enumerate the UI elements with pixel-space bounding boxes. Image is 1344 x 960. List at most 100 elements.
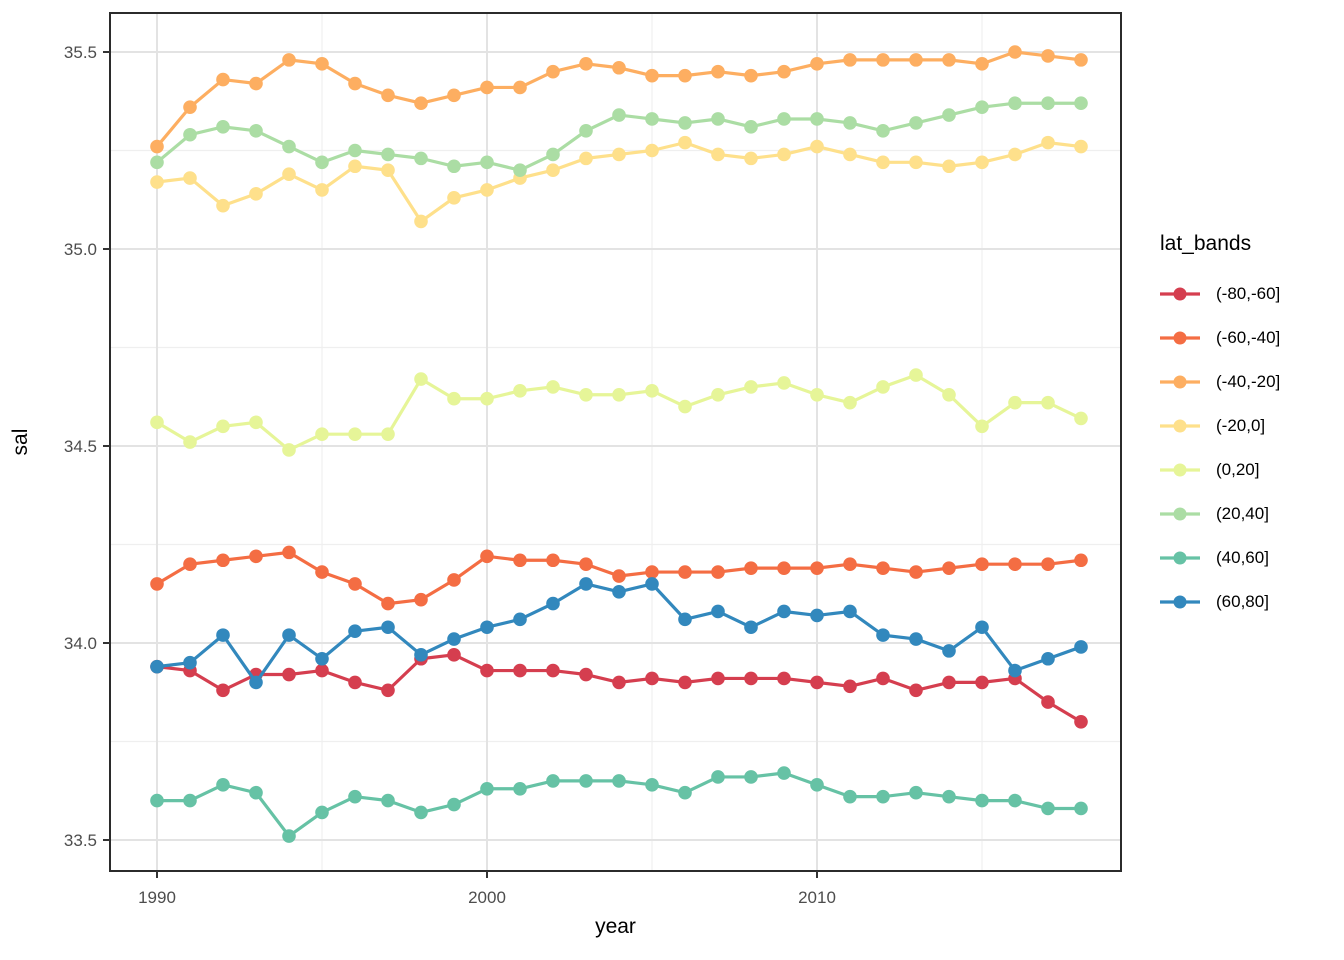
data-point-(60,80] [1074,640,1088,654]
data-point-(20,40] [843,116,857,130]
legend-key-icon [1160,595,1200,609]
data-point-(-20,0] [810,139,824,154]
legend-label: (0,20] [1216,460,1260,479]
data-point-(-20,0] [711,147,725,162]
data-point-(0,20] [348,427,362,441]
data-point-(60,80] [249,675,263,690]
legend-label: (-80,-60] [1216,284,1281,303]
data-point-(0,20] [843,395,857,410]
data-point-(0,20] [414,372,428,386]
legend-label: (-40,-20] [1216,372,1281,391]
data-point-(-60,-40] [447,573,461,587]
legend: lat_bands (-80,-60] (-60,-40] (-40,-20] (-2… [1158,232,1280,624]
data-point-(20,40] [546,147,560,162]
data-point-(40,60] [579,774,593,788]
data-point-(-20,0] [1008,147,1022,162]
data-point-(60,80] [414,648,428,662]
data-point-(60,80] [711,604,725,619]
data-point-(-40,-20] [843,53,857,67]
data-point-(20,40] [381,147,395,162]
legend-key-icon [1160,507,1200,521]
data-point-(0,20] [183,435,197,449]
x-tick-label: 1990 [138,888,176,907]
data-point-(-80,-60] [513,663,527,678]
data-point-(-80,-60] [777,671,791,686]
data-point-(-60,-40] [480,549,494,564]
data-point-(-60,-40] [282,545,296,560]
data-point-(-20,0] [315,183,329,197]
data-point-(0,20] [942,387,956,402]
data-point-(60,80] [513,612,527,627]
data-point-(60,80] [1008,663,1022,678]
data-point-(40,60] [480,781,494,796]
data-point-(0,20] [711,387,725,402]
legend-label: (20,40] [1216,504,1269,523]
data-point-(60,80] [480,620,494,635]
data-point-(40,60] [876,789,890,804]
data-point-(-60,-40] [942,561,956,575]
data-point-(60,80] [876,628,890,642]
data-point-(40,60] [1074,801,1088,816]
data-point-(0,20] [645,384,659,398]
data-point-(20,40] [942,108,956,122]
legend-item: (40,60] [1158,536,1280,580]
data-point-(-80,-60] [1041,695,1055,709]
data-point-(0,20] [975,419,989,434]
data-point-(-40,-20] [744,68,758,83]
data-point-(-80,-60] [579,667,593,682]
data-point-(60,80] [1041,651,1055,666]
y-tick-label: 34.0 [64,634,97,653]
data-point-(40,60] [447,797,461,812]
data-point-(40,60] [183,793,197,808]
data-point-(-60,-40] [909,565,923,579]
data-point-(40,60] [744,770,758,784]
data-point-(20,40] [183,127,197,142]
y-tick-label: 35.0 [64,240,97,259]
data-point-(-20,0] [447,190,461,205]
data-point-(-60,-40] [249,549,263,564]
panel-background [110,13,1121,871]
data-point-(-60,-40] [183,557,197,571]
data-point-(0,20] [1074,411,1088,426]
data-point-(-80,-60] [975,675,989,690]
data-point-(40,60] [645,778,659,792]
data-point-(-20,0] [282,167,296,181]
data-point-(-40,-20] [612,60,626,75]
data-point-(-20,0] [150,175,164,189]
data-point-(40,60] [150,793,164,808]
data-point-(60,80] [909,632,923,646]
data-point-(-40,-20] [513,80,527,95]
data-point-(-20,0] [249,187,263,201]
data-point-(0,20] [249,415,263,430]
data-point-(0,20] [909,368,923,382]
data-point-(20,40] [777,112,791,126]
data-point-(0,20] [810,387,824,402]
data-point-(40,60] [942,789,956,804]
data-point-(60,80] [975,620,989,635]
data-point-(-40,-20] [1008,45,1022,59]
data-point-(40,60] [612,774,626,788]
data-point-(60,80] [381,620,395,635]
data-point-(-40,-20] [414,96,428,111]
data-point-(20,40] [579,124,593,138]
data-point-(-80,-60] [546,663,560,678]
data-point-(-60,-40] [216,553,230,568]
data-point-(-20,0] [645,143,659,158]
data-point-(40,60] [909,785,923,800]
data-point-(20,40] [315,155,329,170]
y-tick-label: 33.5 [64,831,97,850]
y-tick-label: 35.5 [64,43,97,62]
data-point-(-80,-60] [216,683,230,698]
data-point-(60,80] [282,628,296,642]
legend-key-icon [1160,331,1200,345]
data-point-(-60,-40] [414,592,428,607]
data-point-(-80,-60] [843,679,857,694]
data-point-(20,40] [1008,96,1022,111]
legend-label: (-60,-40] [1216,328,1281,347]
data-point-(60,80] [546,596,560,611]
data-point-(-40,-20] [216,72,230,87]
data-point-(-80,-60] [810,675,824,690]
data-point-(-40,-20] [645,68,659,83]
data-point-(0,20] [150,415,164,430]
data-point-(-20,0] [942,159,956,174]
